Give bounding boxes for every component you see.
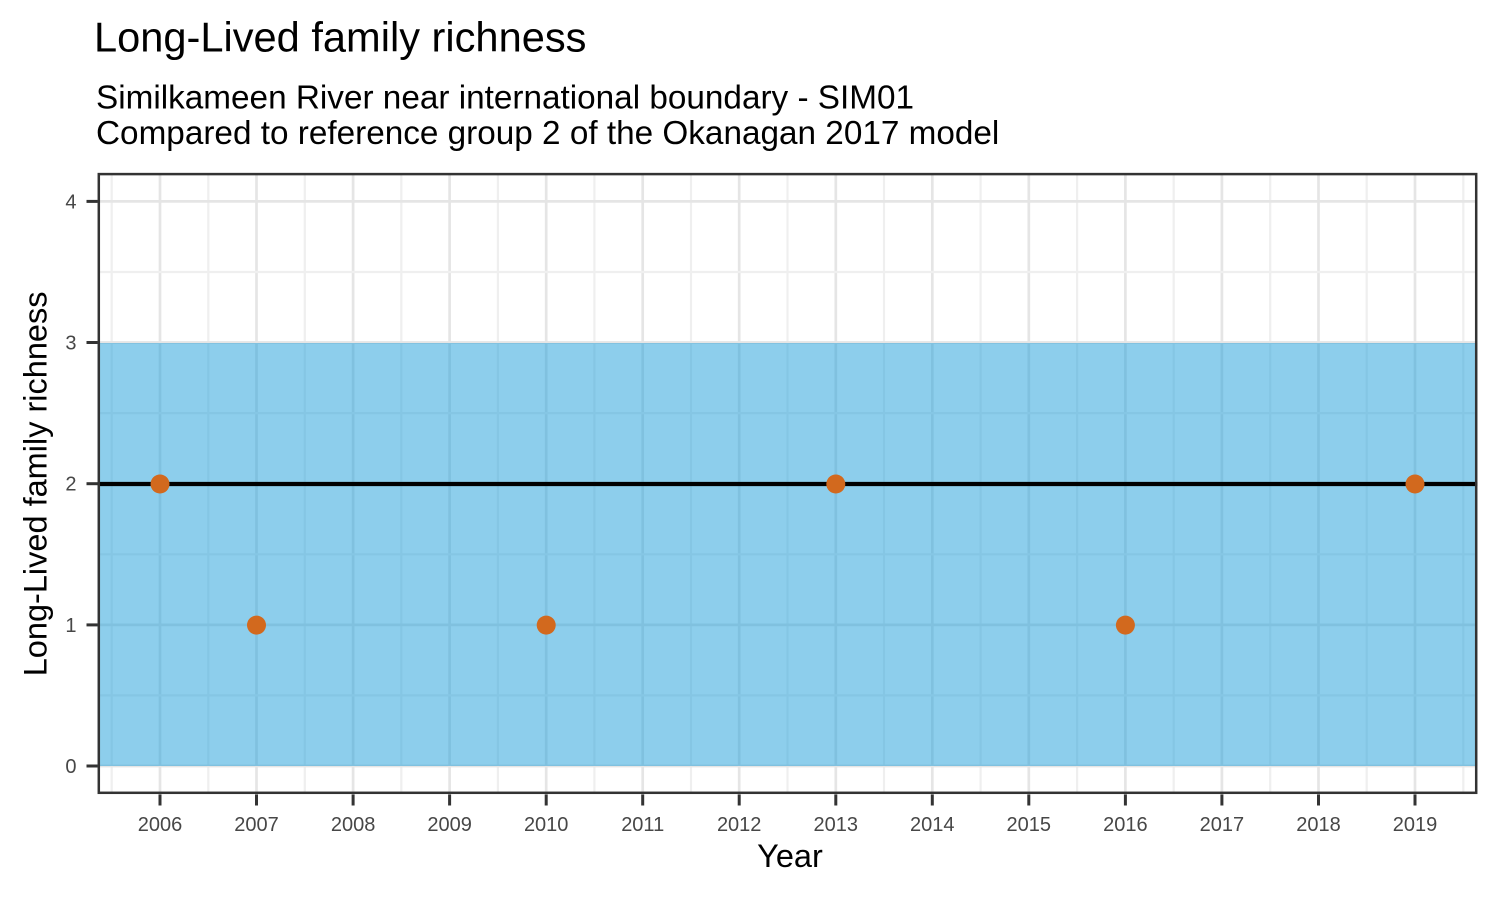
svg-text:3: 3: [65, 332, 76, 354]
svg-text:2: 2: [65, 474, 76, 496]
svg-text:2012: 2012: [717, 814, 762, 836]
svg-text:2019: 2019: [1393, 814, 1438, 836]
svg-text:2014: 2014: [910, 814, 955, 836]
svg-text:0: 0: [65, 756, 76, 778]
svg-text:2017: 2017: [1200, 814, 1245, 836]
svg-text:2013: 2013: [814, 814, 859, 836]
svg-text:Year: Year: [757, 838, 823, 874]
svg-text:2015: 2015: [1007, 814, 1052, 836]
svg-text:4: 4: [65, 191, 76, 213]
svg-text:2009: 2009: [427, 814, 472, 836]
svg-text:2007: 2007: [234, 814, 279, 836]
svg-text:2006: 2006: [138, 814, 183, 836]
svg-text:Compared to reference group 2: Compared to reference group 2 of the Oka…: [96, 115, 999, 152]
svg-text:2010: 2010: [524, 814, 569, 836]
svg-text:Similkameen River near interna: Similkameen River near international bou…: [96, 80, 914, 117]
svg-text:1: 1: [65, 615, 76, 637]
svg-text:Long-Lived family richness: Long-Lived family richness: [17, 292, 53, 677]
svg-text:2011: 2011: [621, 814, 664, 836]
svg-text:2016: 2016: [1103, 814, 1148, 836]
svg-text:2008: 2008: [331, 814, 376, 836]
svg-text:Long-Lived family richness: Long-Lived family richness: [94, 14, 586, 61]
svg-text:2018: 2018: [1296, 814, 1341, 836]
